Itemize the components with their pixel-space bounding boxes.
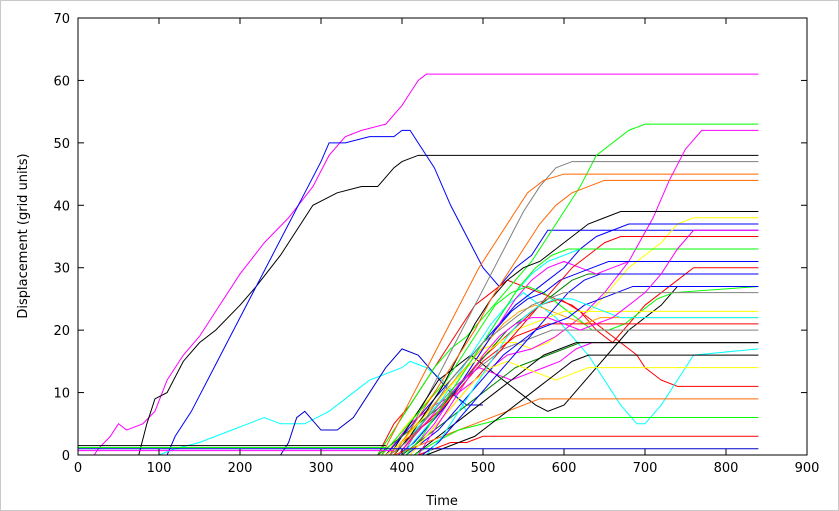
series-line-39 xyxy=(78,298,759,455)
x-tick-label: 100 xyxy=(147,461,172,476)
x-tick-label: 300 xyxy=(309,461,334,476)
x-tick-label: 200 xyxy=(228,461,253,476)
series-line-3 xyxy=(78,129,759,455)
x-tick-label: 600 xyxy=(552,461,577,476)
series-line-19 xyxy=(78,285,759,455)
y-axis-title: Displacement (grid units) xyxy=(16,153,31,318)
x-tick-label: 0 xyxy=(74,461,82,476)
series-line-12 xyxy=(78,285,759,455)
x-tick-label: 500 xyxy=(471,461,496,476)
series-line-36 xyxy=(78,360,759,455)
series-layer xyxy=(78,73,759,455)
y-tick-label: 0 xyxy=(62,449,70,464)
series-line-27 xyxy=(78,342,759,455)
x-tick-label: 700 xyxy=(633,461,658,476)
x-axis-title: Time xyxy=(425,494,458,509)
x-axis: 0 100 200 300 400 500 600 700 800 900 xyxy=(74,18,820,476)
series-line-32 xyxy=(78,248,759,455)
series-line-28 xyxy=(78,342,759,455)
series-line-5 xyxy=(78,348,483,455)
y-tick-label: 50 xyxy=(53,137,70,152)
series-line-17 xyxy=(78,260,759,455)
plot-area xyxy=(77,17,808,456)
series-line-7 xyxy=(78,123,759,455)
series-line-37 xyxy=(78,273,759,455)
series-line-15 xyxy=(78,223,759,455)
x-tick-label: 400 xyxy=(390,461,415,476)
series-line-40 xyxy=(78,229,759,455)
series-line-2 xyxy=(78,154,759,455)
series-line-10 xyxy=(78,173,759,455)
y-tick-label: 70 xyxy=(53,12,70,27)
series-line-16 xyxy=(78,273,759,455)
series-line-21 xyxy=(78,260,759,455)
series-line-18 xyxy=(78,304,759,455)
y-tick-label: 40 xyxy=(53,199,70,214)
series-line-4 xyxy=(78,360,468,455)
series-line-29 xyxy=(78,285,759,455)
series-line-8 xyxy=(78,217,759,455)
y-tick-label: 30 xyxy=(53,262,70,277)
series-line-41 xyxy=(78,354,759,455)
series-line-20 xyxy=(78,211,759,455)
x-tick-label: 800 xyxy=(714,461,739,476)
y-axis: 0 10 20 30 40 50 60 70 xyxy=(53,12,807,464)
series-line-31 xyxy=(78,342,759,455)
series-line-24 xyxy=(78,179,759,455)
series-line-26 xyxy=(78,310,759,455)
y-tick-label: 60 xyxy=(53,74,70,89)
y-tick-label: 10 xyxy=(53,387,70,402)
series-line-38 xyxy=(78,292,759,455)
series-line-13 xyxy=(78,292,759,455)
series-line-22 xyxy=(78,323,759,455)
y-tick-label: 20 xyxy=(53,324,70,339)
series-line-1 xyxy=(78,73,759,455)
series-line-35 xyxy=(78,417,759,455)
x-tick-label: 900 xyxy=(795,461,820,476)
